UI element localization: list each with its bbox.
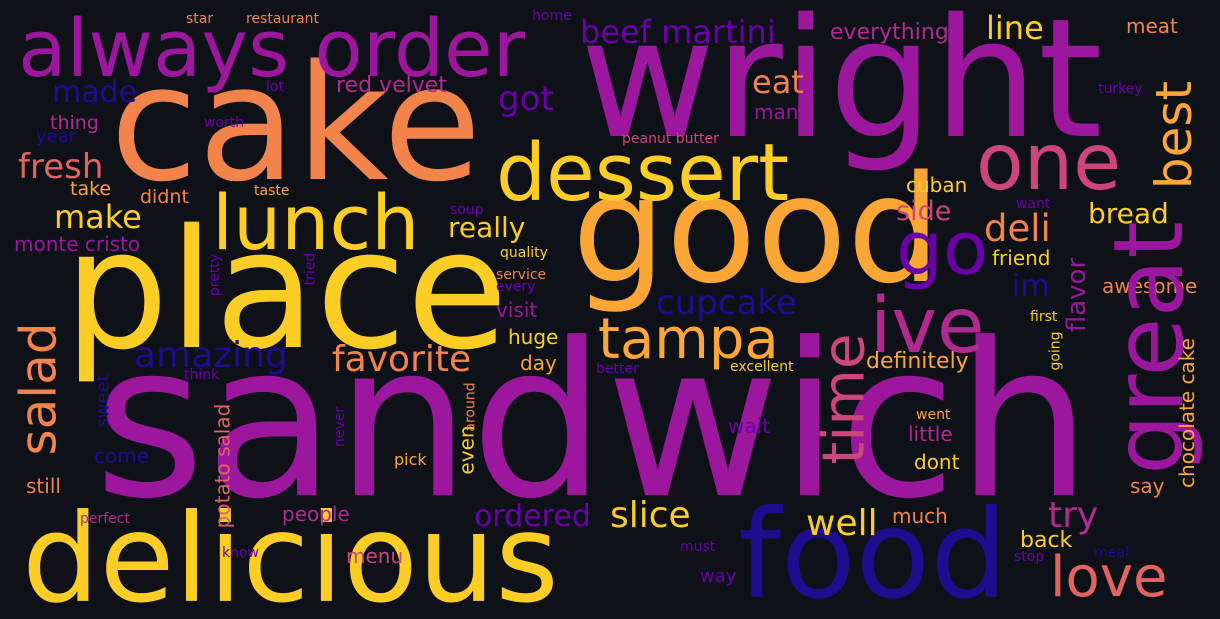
word-worth: worth — [204, 115, 245, 131]
word-really: really — [448, 211, 526, 244]
word-meal: meal — [1094, 545, 1129, 561]
word-try: try — [1048, 495, 1099, 536]
word-flavor: flavor — [1062, 257, 1093, 333]
word-slice: slice — [610, 495, 691, 536]
word-dont: dont — [914, 450, 960, 474]
word-even: even — [454, 425, 479, 475]
word-friend: friend — [992, 246, 1051, 270]
word-menu: menu — [346, 544, 404, 568]
word-turkey: turkey — [1098, 81, 1143, 97]
word-come: come — [94, 444, 150, 468]
word-every: every — [496, 279, 536, 295]
word-good: good — [572, 144, 941, 316]
word-well: well — [806, 503, 878, 544]
word-taste: taste — [254, 183, 290, 199]
word-wait: wait — [728, 414, 771, 438]
word-many: many — [754, 100, 811, 124]
word-around: around — [462, 382, 479, 432]
word-little: little — [908, 422, 953, 446]
word-way: way — [700, 566, 737, 587]
word-definitely: definitely — [866, 349, 969, 374]
word-went: went — [916, 407, 951, 423]
word-perfect: perfect — [80, 511, 130, 527]
word-never: never — [332, 406, 349, 448]
word-eat: eat — [752, 63, 804, 101]
word-wright: wright — [580, 0, 1103, 175]
word-place: place — [64, 194, 508, 386]
word-better: better — [596, 361, 639, 377]
word-home: home — [532, 8, 572, 24]
word-peanut-butter: peanut butter — [622, 131, 719, 147]
word-excellent: excellent — [730, 359, 794, 375]
word-must: must — [680, 539, 716, 555]
word-dessert: dessert — [496, 127, 790, 219]
word-first: first — [1030, 309, 1058, 325]
word-take: take — [70, 178, 112, 200]
word-side: side — [896, 196, 952, 227]
word-ordered: ordered — [474, 499, 591, 534]
word-sweet: sweet — [92, 374, 114, 428]
word-cuban: cuban — [906, 173, 968, 197]
word-going: going — [1047, 331, 1064, 371]
word-want: want — [1016, 196, 1051, 212]
word-star: star — [186, 11, 214, 27]
word-sandwich: sandwich — [94, 298, 1092, 546]
word-pretty: pretty — [207, 253, 224, 297]
word-still: still — [26, 474, 61, 498]
word-best: best — [1145, 80, 1204, 190]
word-quality: quality — [500, 245, 548, 261]
word-know: know — [222, 545, 259, 561]
word-visit: visit — [496, 298, 538, 322]
word-tampa: tampa — [598, 307, 779, 372]
word-restaurant: restaurant — [246, 11, 319, 27]
word-stop: stop — [1014, 549, 1045, 565]
word-meat: meat — [1126, 14, 1178, 38]
word-huge: huge — [508, 325, 559, 349]
word-bread: bread — [1088, 197, 1169, 230]
word-red-velvet: red velvet — [336, 73, 447, 98]
word-go: go — [896, 206, 989, 292]
word-love: love — [1050, 545, 1168, 610]
word-think: think — [184, 367, 220, 383]
word-salad: salad — [9, 322, 68, 456]
word-pick: pick — [394, 450, 427, 469]
word-much: much — [892, 504, 948, 528]
word-one: one — [976, 118, 1122, 208]
word-got: got — [498, 79, 554, 119]
word-monte-cristo: monte cristo — [14, 232, 141, 256]
word-made: made — [52, 75, 138, 110]
word-cake: cake — [110, 30, 482, 217]
word-favorite: favorite — [332, 339, 472, 380]
word-soup: soup — [450, 202, 484, 218]
word-say: say — [1130, 474, 1165, 498]
word-make: make — [54, 198, 142, 236]
word-back: back — [1020, 528, 1073, 553]
word-line: line — [986, 9, 1044, 47]
word-cupcake: cupcake — [656, 283, 797, 323]
word-awesome: awesome — [1102, 274, 1198, 298]
word-day: day — [520, 351, 557, 375]
word-lunch: lunch — [212, 178, 420, 267]
word-always-order: always order — [18, 3, 526, 95]
word-lot: lot — [266, 79, 284, 95]
word-year: year — [36, 126, 77, 147]
word-potato-salad: potato salad — [210, 403, 235, 529]
word-ive: ive — [870, 282, 985, 371]
word-delicious: delicious — [22, 488, 559, 619]
word-tried: tried — [302, 252, 319, 286]
word-fresh: fresh — [18, 147, 104, 187]
word-didnt: didnt — [140, 186, 189, 208]
word-time: time — [809, 333, 878, 465]
word-service: service — [496, 267, 547, 283]
word-beef-martini: beef martini — [580, 13, 776, 51]
word-chocolate-cake: chocolate cake — [1174, 338, 1199, 488]
word-amazing: amazing — [134, 335, 288, 376]
word-im: im — [1012, 269, 1050, 304]
word-food: food — [738, 484, 1008, 619]
word-people: people — [282, 502, 350, 526]
word-thing: thing — [50, 112, 99, 134]
word-everything: everything — [830, 20, 949, 45]
word-deli: deli — [984, 207, 1051, 250]
